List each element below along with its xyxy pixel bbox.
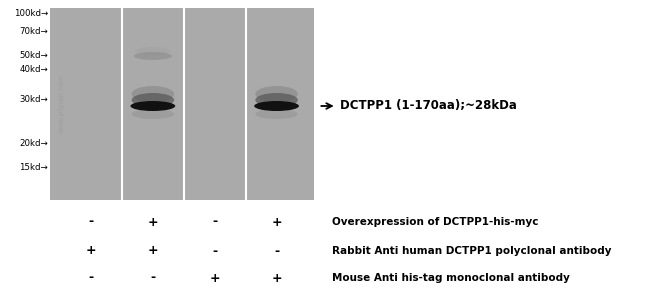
Ellipse shape: [135, 47, 170, 55]
Ellipse shape: [255, 93, 298, 107]
Ellipse shape: [134, 52, 172, 60]
Ellipse shape: [131, 101, 176, 111]
Text: 15kd→: 15kd→: [20, 164, 48, 172]
Text: Overexpression of DCTPP1-his-myc: Overexpression of DCTPP1-his-myc: [332, 217, 539, 227]
Text: 40kd→: 40kd→: [20, 65, 48, 74]
Text: -: -: [212, 216, 217, 229]
Ellipse shape: [131, 86, 174, 102]
Text: +: +: [148, 216, 158, 229]
Text: +: +: [271, 216, 282, 229]
Text: 30kd→: 30kd→: [20, 95, 48, 105]
Bar: [50, 8, 314, 200]
Ellipse shape: [131, 93, 174, 107]
Text: -: -: [150, 271, 155, 285]
Ellipse shape: [254, 101, 299, 111]
Ellipse shape: [255, 109, 298, 119]
Text: DCTPP1 (1-170aa);~28kDa: DCTPP1 (1-170aa);~28kDa: [340, 99, 517, 112]
Text: -: -: [212, 244, 217, 257]
Ellipse shape: [255, 86, 298, 102]
Text: 50kd→: 50kd→: [20, 50, 48, 60]
Text: +: +: [86, 244, 96, 257]
Text: 70kd→: 70kd→: [20, 27, 48, 36]
Text: -: -: [88, 216, 94, 229]
Text: 20kd→: 20kd→: [20, 139, 48, 147]
Ellipse shape: [131, 109, 174, 119]
Text: +: +: [209, 271, 220, 285]
Text: -: -: [274, 244, 279, 257]
Text: -: -: [88, 271, 94, 285]
Text: Rabbit Anti human DCTPP1 polyclonal antibody: Rabbit Anti human DCTPP1 polyclonal anti…: [332, 246, 612, 256]
Text: 100kd→: 100kd→: [14, 9, 48, 19]
Text: www.ptglab.com: www.ptglab.com: [58, 74, 64, 133]
Text: Mouse Anti his-tag monoclonal antibody: Mouse Anti his-tag monoclonal antibody: [332, 273, 570, 283]
Text: +: +: [148, 244, 158, 257]
Text: +: +: [271, 271, 282, 285]
